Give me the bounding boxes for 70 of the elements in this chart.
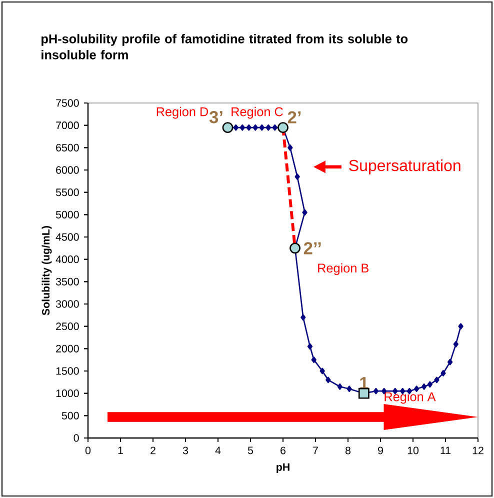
point: [320, 368, 325, 374]
point: [337, 383, 342, 390]
y-tick-label: 2000: [56, 344, 79, 352]
y-tick-label: 500: [62, 412, 79, 420]
point: [421, 383, 427, 390]
series-label: 2’: [288, 111, 301, 124]
point: [373, 388, 379, 394]
annotation: Region B: [318, 263, 368, 276]
point: [259, 124, 264, 131]
x-tick-label: 0: [85, 446, 91, 454]
point: [447, 358, 453, 366]
x-axis-title: pH: [276, 463, 290, 473]
chart-title: pH-solubility profile of famotidine titrated from its soluble to insoluble form: [42, 34, 408, 60]
annotation: Supersaturation: [349, 159, 460, 174]
series-label: 2’’: [304, 242, 321, 254]
point: [266, 124, 271, 131]
x-tick-label: 11: [440, 446, 451, 454]
point: [252, 124, 258, 131]
annotation: Region C: [232, 106, 283, 119]
point: [240, 124, 245, 131]
x-tick-label: 2: [150, 446, 156, 454]
y-tick-label: 3000: [56, 300, 79, 308]
point: [346, 386, 352, 392]
point: [414, 386, 420, 392]
x-tick-label: 6: [280, 446, 286, 454]
y-tick-label: 5500: [56, 188, 79, 196]
x-tick-label: 7: [313, 446, 318, 454]
y-tick-label: 1500: [56, 367, 79, 375]
annotation: Region A: [384, 392, 436, 404]
point: [434, 376, 440, 384]
x-tick-label: 4: [215, 446, 221, 454]
point: [294, 173, 300, 180]
point: [300, 314, 306, 321]
x-tick-label: 1: [118, 446, 123, 454]
y-tick-label: 7500: [56, 99, 79, 107]
point: [440, 370, 446, 376]
point: [311, 356, 316, 364]
point: [453, 340, 458, 348]
x-tick-label: 8: [345, 446, 350, 454]
y-tick-label: 2500: [56, 322, 79, 330]
point: [307, 343, 313, 350]
y-tick-label: 6000: [56, 166, 79, 174]
point: [222, 122, 234, 134]
x-tick-label: 5: [248, 446, 254, 454]
x-tick-label: 3: [182, 446, 188, 454]
point: [233, 124, 238, 131]
x-tick-label: 12: [472, 446, 484, 454]
point: [458, 323, 464, 330]
y-tick-label: 6500: [56, 144, 79, 152]
point: [302, 209, 308, 216]
y-tick-label: 1000: [56, 390, 79, 398]
y-tick-label: 7000: [56, 122, 79, 130]
point: [288, 144, 293, 151]
point: [326, 376, 331, 384]
x-tick-label: 9: [378, 446, 383, 454]
point: [278, 122, 288, 134]
y-tick-label: 3500: [56, 278, 79, 286]
point: [358, 388, 370, 399]
point: [246, 124, 252, 131]
point: [427, 381, 432, 388]
y-tick-label: 4000: [56, 256, 79, 264]
series-label: 3’: [209, 111, 222, 124]
point: [290, 242, 300, 254]
y-tick-label: 0: [74, 434, 79, 442]
y-tick-label: 4500: [56, 233, 79, 241]
y-tick-label: 5000: [56, 210, 79, 218]
point: [272, 124, 278, 131]
annotation: Region D: [156, 106, 208, 119]
x-tick-label: 10: [408, 446, 419, 454]
y-axis-title: Solubility (ug/mL): [42, 226, 52, 316]
